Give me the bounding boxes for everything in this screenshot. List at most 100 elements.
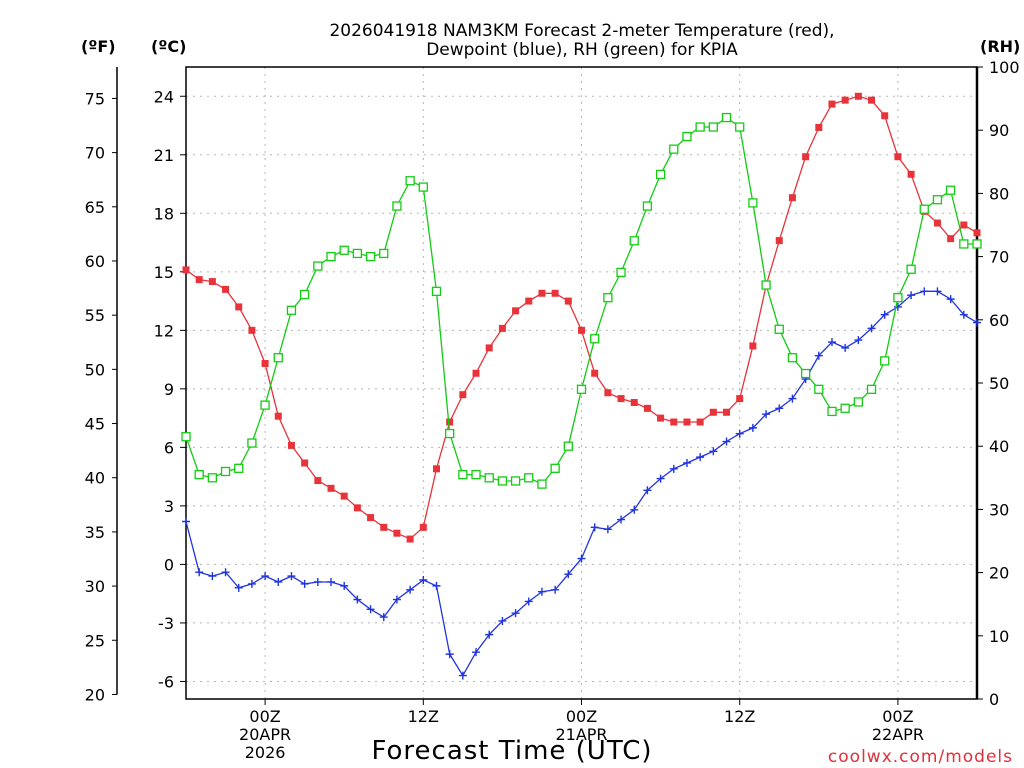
rh-point	[313, 261, 323, 271]
celsius-tick-label: -6	[158, 672, 174, 691]
dewpoint-point	[656, 474, 665, 483]
rh-series	[181, 112, 982, 489]
2-meter-temperature-point	[894, 153, 902, 161]
dewpoint-point	[590, 523, 599, 532]
rh-point	[603, 293, 613, 303]
2-meter-temperature-point	[419, 523, 427, 531]
fahrenheit-axis: 75 70 65 60 55 50 45 40 35 30 25 20	[85, 67, 118, 704]
dewpoint-point	[366, 605, 375, 614]
time-tick-label: 12Z	[724, 707, 755, 726]
dewpoint-point	[432, 581, 441, 590]
rh-point	[866, 384, 877, 394]
fahrenheit-tick-label: 35	[85, 523, 105, 542]
dewpoint-point	[182, 517, 190, 526]
celsius-tick-label: 12	[154, 321, 174, 340]
rh-point	[260, 400, 270, 410]
fahrenheit-tick-label: 20	[85, 685, 105, 704]
time-tick-label: 20APR	[239, 725, 291, 744]
rh-point	[576, 384, 587, 394]
rh-point	[748, 198, 758, 208]
rh-point	[840, 403, 850, 413]
rh-point	[787, 353, 798, 363]
2-meter-temperature-point	[301, 459, 309, 467]
series	[181, 92, 982, 680]
2-meter-temperature-point	[208, 278, 216, 286]
dewpoint-point	[287, 572, 296, 581]
celsius-tick-label: 0	[164, 555, 174, 574]
fahrenheit-tick-label: 65	[85, 198, 105, 217]
celsius-tick-label: 6	[164, 438, 174, 457]
rh-point	[445, 428, 455, 439]
chart-title-line-2: Dewpoint (blue), RH (green) for KPIA	[426, 40, 738, 60]
2-meter-temperature-point	[696, 418, 704, 426]
dewpoint-point	[445, 650, 454, 659]
dewpoint-point	[472, 648, 481, 657]
rh-point	[827, 406, 837, 417]
rh-point	[392, 201, 402, 211]
2-meter-temperature-series	[182, 92, 981, 543]
dewpoint-point	[195, 568, 204, 577]
dewpoint-point	[959, 310, 968, 319]
rh-point	[418, 182, 428, 192]
dewpoint-point	[933, 287, 942, 296]
rh-point	[194, 469, 204, 480]
2-meter-temperature-point	[472, 369, 480, 377]
rh-point	[484, 473, 494, 483]
dewpoint-point	[630, 505, 639, 514]
2-meter-temperature-point	[617, 395, 625, 403]
celsius-tick-label: 9	[164, 380, 174, 399]
celsius-axis: 24 21 18 15 12 9 6 3 0 -3 -6	[154, 87, 186, 691]
rh-point	[471, 469, 481, 480]
gridlines	[186, 67, 977, 699]
rh-point	[853, 397, 863, 407]
rh-tick-label: 60	[989, 311, 1009, 330]
2-meter-temperature-point	[248, 326, 256, 334]
2-meter-temperature-point	[182, 266, 190, 274]
dewpoint-point	[669, 464, 678, 473]
2-meter-temperature-point	[591, 369, 599, 377]
dewpoint-point	[485, 630, 494, 639]
2-meter-temperature-point	[367, 514, 375, 522]
rh-tick-label: 80	[989, 184, 1009, 203]
2-meter-temperature-point	[723, 408, 731, 416]
2-meter-temperature-point	[551, 289, 559, 297]
2-meter-temperature-point	[287, 441, 295, 449]
dewpoint-point	[920, 287, 929, 296]
dewpoint-point	[392, 595, 401, 604]
2-meter-temperature-point	[815, 123, 823, 131]
rh-tick-label: 20	[989, 564, 1009, 583]
2-meter-temperature-point	[670, 418, 678, 426]
2-meter-temperature-line	[185, 95, 978, 540]
rh-point	[959, 239, 969, 249]
2-meter-temperature-point	[485, 344, 493, 352]
time-tick-label: 21APR	[555, 725, 607, 744]
rh-tick-label: 30	[989, 500, 1009, 519]
dewpoint-series	[182, 287, 981, 680]
rh-point	[352, 248, 363, 259]
dewpoint-point	[313, 577, 322, 586]
fahrenheit-tick-label: 60	[85, 252, 105, 271]
celsius-tick-label: 15	[154, 263, 174, 282]
dewpoint-point	[537, 587, 546, 596]
rh-point	[761, 280, 771, 290]
2-meter-temperature-point	[446, 418, 454, 426]
2-meter-temperature-point	[222, 285, 230, 293]
dewpoint-point	[234, 583, 243, 592]
rh-point	[721, 112, 732, 123]
rh-tick-label: 40	[989, 437, 1009, 456]
fahrenheit-tick-label: 30	[85, 577, 105, 596]
2-meter-temperature-point	[828, 100, 836, 108]
celsius-tick-label: 3	[164, 497, 174, 516]
2-meter-temperature-point	[973, 229, 981, 237]
dewpoint-point	[458, 671, 467, 680]
rh-point	[431, 286, 442, 297]
time-tick-label: 12Z	[408, 707, 439, 726]
dewpoint-point	[709, 447, 718, 456]
rh-point	[893, 293, 903, 303]
rh-point	[379, 248, 389, 259]
dewpoint-point	[696, 453, 705, 462]
fahrenheit-tick-label: 40	[85, 469, 105, 488]
rh-point	[299, 289, 310, 300]
